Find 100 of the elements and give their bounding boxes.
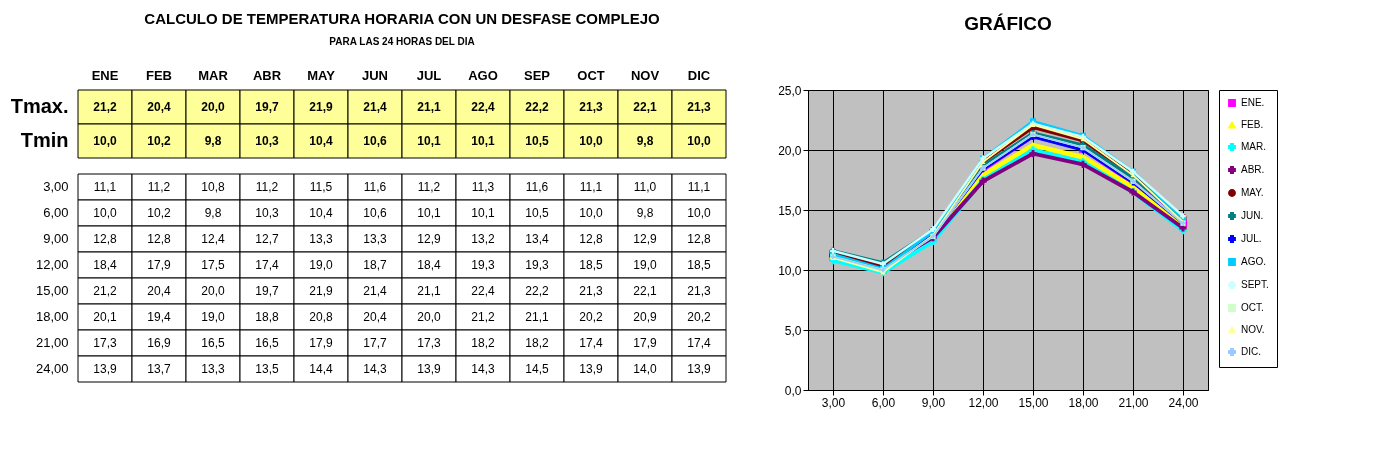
data-label: 10,5 [525,134,549,148]
x-tick-label: JUL [416,67,442,83]
y-tick-label: 15,00 [35,283,69,298]
legend-label: ABR. [1241,164,1265,175]
y-tick-label: 18,00 [35,309,69,324]
data-label: 21,2 [471,310,495,324]
data-label: 10,0 [579,206,603,220]
data-label: 19,3 [525,258,549,272]
data-label: 11,6 [525,180,549,194]
x-tick-label: 21,00 [1118,395,1149,410]
data-label: 10,1 [471,206,495,220]
y-tick-label: 0,0 [784,383,802,398]
data-label: 10,0 [687,134,711,148]
data-label: 12,8 [579,232,603,246]
data-label: 16,5 [255,336,279,350]
chart-subtitle: PARA LAS 24 HORAS DEL DIA [329,36,475,47]
data-label: 21,1 [417,100,441,114]
data-label: 19,4 [147,310,171,324]
x-tick-label: OCT [577,67,605,83]
data-label: 21,3 [579,100,603,114]
data-label: 18,7 [363,258,387,272]
data-label: 21,2 [93,284,117,298]
x-tick-label: SEP [523,67,551,83]
data-label: 11,2 [255,180,279,194]
data-label: 21,1 [525,310,549,324]
data-label: 10,1 [417,206,441,220]
data-label: 10,0 [93,206,117,220]
data-label: 9,8 [204,206,222,220]
data-label: 13,9 [93,362,117,376]
data-label: 17,9 [309,336,333,350]
data-label: 14,0 [633,362,657,376]
x-tick-label: 6,00 [871,395,896,410]
data-label: 21,4 [363,284,387,298]
data-label: 10,6 [363,134,387,148]
legend-label: AGO. [1241,256,1267,267]
y-tick-label: 3,00 [43,179,69,194]
data-label: 19,3 [471,258,495,272]
x-tick-label: AGO [468,67,498,83]
x-tick-label: 9,00 [921,395,946,410]
data-label: 20,9 [633,310,657,324]
y-tick-label: 5,0 [784,323,802,338]
data-label: 19,7 [255,100,279,114]
data-label: 22,4 [471,100,495,114]
data-label: 20,0 [417,310,441,324]
data-label: 12,7 [255,232,279,246]
data-label: 21,3 [687,284,711,298]
x-tick-label: MAR [198,67,229,83]
legend-label: JUL. [1241,233,1262,244]
data-label: 16,5 [201,336,225,350]
legend-label: OCT. [1241,302,1264,313]
data-label: 11,3 [471,180,495,194]
data-label: 9,8 [636,134,654,148]
data-label: 20,2 [687,310,711,324]
data-label: 22,1 [633,100,657,114]
data-label: 22,4 [471,284,495,298]
data-label: 18,5 [579,258,603,272]
y-tick-label: 25,0 [778,83,802,98]
data-label: 18,8 [255,310,279,324]
chart-title: GRÁFICO [964,13,1052,34]
legend-label: MAR. [1241,141,1266,152]
data-label: 10,2 [147,206,171,220]
data-label: 22,2 [525,284,549,298]
data-label: 18,4 [417,258,441,272]
data-label: 13,2 [471,232,495,246]
data-label: 21,3 [687,100,711,114]
data-label: 17,4 [579,336,603,350]
data-label: 17,3 [417,336,441,350]
x-tick-label: DIC [687,67,711,83]
data-label: 10,6 [363,206,387,220]
data-label: 21,1 [417,284,441,298]
data-label: 17,3 [93,336,117,350]
chart-title: CALCULO DE TEMPERATURA HORARIA CON UN DESFASE COMPLEJO [144,10,660,27]
data-label: 19,0 [309,258,333,272]
data-label: 20,0 [201,284,225,298]
x-tick-label: 24,00 [1168,395,1199,410]
data-label: 10,2 [147,134,171,148]
data-label: 22,1 [633,284,657,298]
data-label: 10,8 [201,180,225,194]
data-label: 20,4 [147,284,171,298]
data-label: 11,1 [687,180,711,194]
data-label: 12,8 [147,232,171,246]
data-label: 11,1 [579,180,603,194]
y-tick-label: 12,00 [35,257,69,272]
legend-label: SEPT. [1241,279,1269,290]
data-label: 17,4 [255,258,279,272]
legend-label: MAY. [1241,187,1264,198]
data-label: 18,2 [525,336,549,350]
data-label: 12,8 [687,232,711,246]
data-label: 10,5 [525,206,549,220]
legend-label: DIC. [1241,346,1261,357]
x-tick-label: ABR [252,67,282,83]
x-tick-label: MAY [307,67,336,83]
data-label: 21,4 [363,100,387,114]
data-label: 14,3 [471,362,495,376]
data-label: 12,9 [633,232,657,246]
x-tick-label: NOV [630,67,660,83]
data-label: 11,2 [417,180,441,194]
data-label: 19,0 [633,258,657,272]
data-label: 17,4 [687,336,711,350]
data-label: 11,1 [93,180,117,194]
